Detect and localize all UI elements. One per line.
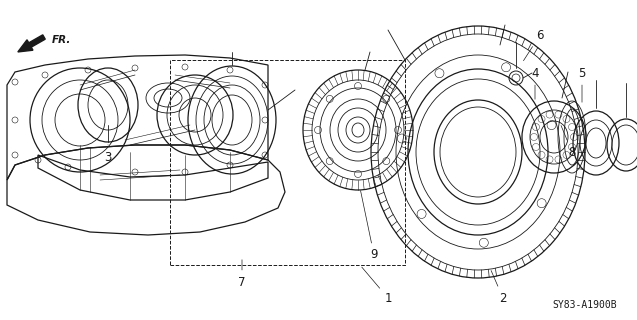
FancyArrow shape: [18, 35, 45, 52]
Text: 6: 6: [524, 28, 544, 61]
Text: SY83-A1900B: SY83-A1900B: [552, 300, 617, 310]
Text: 8: 8: [561, 125, 576, 158]
Text: 3: 3: [104, 145, 111, 164]
Text: 9: 9: [361, 191, 378, 261]
Text: 2: 2: [491, 270, 507, 305]
Text: 1: 1: [362, 267, 392, 305]
Text: 7: 7: [238, 260, 246, 289]
Text: 4: 4: [531, 67, 539, 99]
Text: FR.: FR.: [52, 35, 71, 45]
Bar: [170, 60, 405, 265]
Text: 5: 5: [578, 67, 585, 102]
